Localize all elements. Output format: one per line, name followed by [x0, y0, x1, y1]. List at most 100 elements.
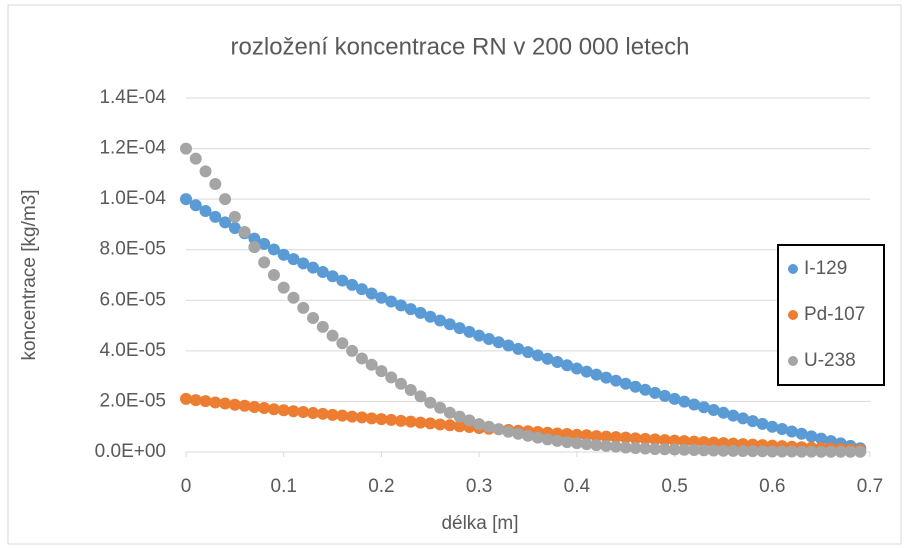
point	[619, 431, 632, 444]
point	[668, 392, 681, 405]
point	[551, 355, 564, 368]
point	[795, 445, 808, 458]
point	[766, 420, 779, 433]
point	[707, 404, 720, 417]
point	[590, 439, 603, 452]
point	[746, 445, 759, 458]
point	[297, 406, 310, 419]
legend-label: I-129	[804, 258, 847, 279]
point	[785, 425, 798, 438]
point	[815, 432, 828, 445]
point	[443, 318, 456, 331]
point	[463, 325, 476, 338]
point	[600, 430, 613, 443]
point	[404, 415, 417, 428]
point	[805, 430, 818, 443]
point	[473, 418, 486, 431]
y-tick-label: 6.0E-05	[99, 289, 166, 310]
x-tick-label: 0.3	[466, 476, 492, 497]
point	[776, 445, 789, 458]
point	[531, 431, 544, 444]
point	[424, 310, 437, 323]
point	[375, 291, 388, 304]
y-tick-label: 4.0E-05	[99, 340, 166, 361]
point	[736, 412, 749, 425]
point	[824, 445, 837, 458]
point	[267, 269, 280, 281]
point	[609, 431, 622, 444]
point	[189, 394, 202, 407]
point	[453, 420, 466, 433]
point	[639, 432, 652, 445]
point	[473, 329, 486, 342]
point	[834, 445, 847, 458]
point	[570, 428, 583, 441]
point	[189, 199, 202, 212]
point	[776, 422, 789, 435]
point	[267, 403, 280, 416]
chart-title: rozložení koncentrace RN v 200 000 letec…	[231, 33, 690, 60]
point	[619, 377, 632, 390]
point	[492, 423, 505, 436]
point	[394, 414, 407, 427]
point	[424, 396, 437, 409]
point	[189, 152, 202, 165]
point	[766, 445, 779, 458]
point	[404, 384, 417, 397]
point	[717, 406, 730, 419]
point	[346, 344, 359, 357]
point	[668, 443, 681, 456]
point	[756, 417, 769, 430]
point	[424, 417, 437, 430]
point	[580, 429, 593, 442]
point	[307, 407, 320, 420]
point	[609, 374, 622, 387]
point	[258, 402, 271, 415]
point	[394, 299, 407, 312]
point	[756, 445, 769, 458]
point	[443, 419, 456, 432]
legend-marker	[788, 264, 798, 274]
point	[502, 425, 515, 438]
point	[541, 352, 554, 365]
y-tick-label: 1.4E-04	[99, 87, 166, 108]
point	[287, 405, 300, 418]
point	[307, 261, 320, 274]
point	[736, 444, 749, 457]
point	[639, 442, 652, 455]
point	[228, 221, 241, 234]
point	[629, 432, 642, 445]
point	[600, 371, 613, 384]
point	[854, 445, 867, 458]
point	[815, 445, 828, 458]
point	[180, 392, 192, 405]
series-points	[180, 193, 867, 455]
point	[287, 291, 300, 304]
point	[287, 253, 300, 266]
point	[580, 365, 593, 378]
point	[434, 401, 447, 414]
point	[209, 396, 222, 409]
point	[355, 352, 368, 365]
point	[707, 444, 720, 457]
point	[375, 413, 388, 426]
point	[502, 339, 515, 352]
point	[482, 420, 495, 433]
point	[228, 398, 241, 411]
point	[453, 410, 466, 423]
point	[649, 386, 662, 399]
point	[258, 237, 271, 250]
x-tick-label: 0.7	[857, 476, 883, 497]
y-tick-label: 1.2E-04	[99, 138, 166, 159]
point	[434, 418, 447, 431]
point	[385, 413, 398, 426]
point	[199, 205, 212, 218]
point	[336, 409, 349, 422]
point	[561, 359, 574, 372]
point	[248, 232, 261, 245]
point	[512, 427, 525, 440]
point	[277, 281, 290, 294]
point	[355, 283, 368, 296]
point	[414, 416, 427, 429]
point	[199, 165, 212, 178]
